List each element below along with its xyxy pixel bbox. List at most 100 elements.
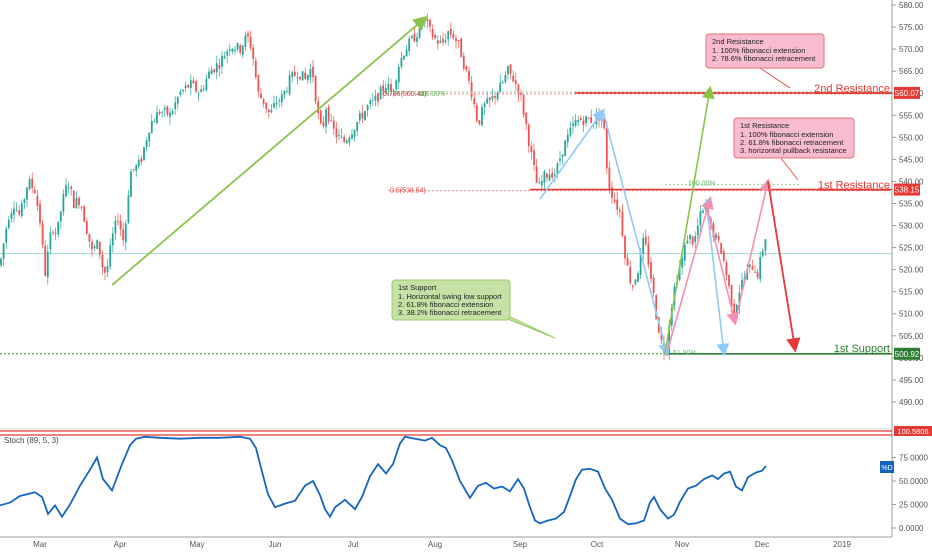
candle <box>304 67 307 80</box>
candle <box>5 226 8 250</box>
candle <box>244 31 247 51</box>
candle-body <box>754 272 756 273</box>
candle <box>761 247 764 259</box>
candle <box>387 77 390 97</box>
candle <box>41 219 44 249</box>
candle <box>722 248 725 263</box>
candle <box>231 47 234 55</box>
candle <box>475 102 478 123</box>
candle <box>577 115 580 127</box>
candle-body <box>678 267 681 280</box>
candle <box>208 67 210 80</box>
stoch-tick-label: 75.0000 <box>899 454 928 463</box>
candle <box>0 257 2 268</box>
candle-body <box>447 31 450 40</box>
candle <box>288 70 291 96</box>
candle-body <box>543 171 546 183</box>
candle-body <box>340 136 343 138</box>
candle-body <box>392 90 395 91</box>
candle-body <box>234 49 236 52</box>
candle-body <box>130 171 132 197</box>
candle-body <box>585 116 587 124</box>
candle-body <box>364 111 366 121</box>
candle <box>223 51 226 59</box>
candle-body <box>39 203 41 224</box>
candle-body <box>153 121 156 123</box>
candle <box>348 135 351 147</box>
candle-body <box>244 35 247 47</box>
candle <box>572 116 574 134</box>
candle <box>491 88 494 103</box>
candle-body <box>501 82 504 83</box>
candle-body <box>728 275 730 287</box>
candle-body <box>306 74 309 81</box>
price-tick-label: 510.00 <box>899 310 924 319</box>
candle-body <box>124 223 127 243</box>
candle-body <box>551 172 554 178</box>
candle <box>501 80 504 85</box>
x-tick-label: Apr <box>114 540 127 549</box>
candle <box>340 128 343 139</box>
x-tick-label: Mar <box>33 540 47 549</box>
candle <box>462 51 465 71</box>
candle <box>317 96 320 120</box>
candle-body <box>449 28 452 35</box>
candle-body <box>504 75 507 83</box>
candle <box>751 259 754 271</box>
candle <box>361 105 364 123</box>
candle-body <box>208 71 210 79</box>
candle <box>49 226 52 255</box>
candle <box>764 238 767 257</box>
candle-body <box>286 91 288 93</box>
candle <box>351 129 353 140</box>
candle <box>36 190 39 212</box>
r1-price-badge-label: 538.15 <box>895 186 920 195</box>
candle <box>566 128 569 148</box>
r1-annotation-line: 1. 100% fibonacci extension <box>740 130 833 139</box>
candle-body <box>416 37 418 42</box>
price-tick-label: 555.00 <box>899 111 924 120</box>
x-tick-label: Aug <box>428 540 442 549</box>
candle <box>117 213 119 226</box>
candle-body <box>299 76 301 80</box>
candle <box>106 258 109 278</box>
candle <box>533 143 535 172</box>
candle-body <box>236 42 239 50</box>
candle <box>512 70 515 83</box>
candle <box>145 137 148 152</box>
candle-body <box>122 229 125 241</box>
candle-body <box>202 88 205 90</box>
candle <box>447 30 450 46</box>
candle <box>444 33 447 45</box>
candle <box>52 229 54 236</box>
candle-body <box>249 36 252 49</box>
candle <box>137 155 140 170</box>
candle <box>127 190 130 224</box>
candle-body <box>231 48 234 52</box>
candle <box>275 95 278 110</box>
candle <box>327 104 330 125</box>
candle-body <box>481 107 483 126</box>
candle <box>254 57 257 79</box>
candle-body <box>522 94 525 115</box>
price-tick-label: 575.00 <box>899 23 924 32</box>
candle-body <box>644 236 647 245</box>
candle-body <box>439 40 442 43</box>
candle-body <box>195 81 197 92</box>
candle-body <box>33 189 36 194</box>
candle-body <box>109 245 112 267</box>
candle-body <box>520 92 522 95</box>
candle <box>62 189 65 216</box>
candle-body <box>171 111 174 114</box>
candle <box>605 121 608 174</box>
candle-body <box>590 116 593 123</box>
candle <box>345 138 348 145</box>
candle-body <box>351 134 353 139</box>
candle <box>296 71 299 85</box>
candle <box>195 79 197 94</box>
candle <box>442 32 444 46</box>
candle <box>738 285 741 315</box>
candle-body <box>296 77 299 79</box>
candle-body <box>312 66 314 78</box>
candle-body <box>161 111 164 113</box>
